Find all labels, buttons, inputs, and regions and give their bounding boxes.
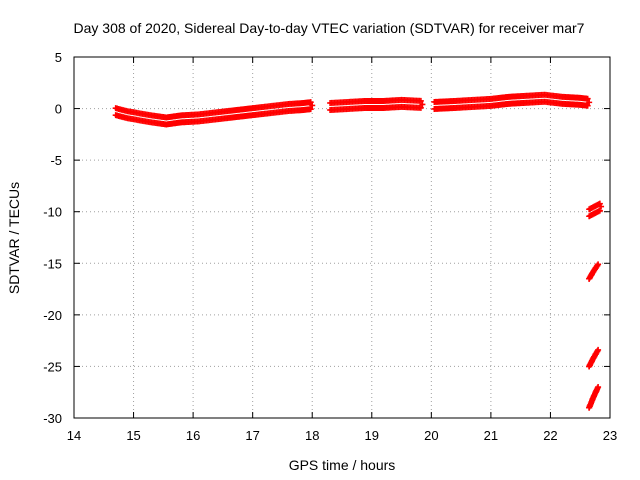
data-segment bbox=[112, 99, 316, 128]
data-segment bbox=[431, 91, 593, 112]
y-tick-label: -5 bbox=[50, 153, 62, 168]
data-point bbox=[595, 346, 602, 353]
x-tick-label: 15 bbox=[126, 428, 140, 443]
data-point bbox=[309, 102, 316, 109]
data-segment bbox=[586, 261, 602, 282]
y-tick-label: -30 bbox=[43, 411, 62, 426]
y-axis-label: SDTVAR / TECUs bbox=[6, 182, 22, 294]
x-tick-labels: 14 15 16 17 18 19 20 21 22 23 bbox=[67, 428, 617, 443]
data-point bbox=[598, 203, 605, 210]
axis-ticks bbox=[73, 56, 611, 419]
data-segment bbox=[586, 200, 605, 220]
x-tick-label: 19 bbox=[365, 428, 379, 443]
x-tick-label: 16 bbox=[186, 428, 200, 443]
data-point bbox=[596, 200, 603, 207]
y-tick-label: 0 bbox=[55, 102, 62, 117]
data-segment bbox=[327, 96, 426, 114]
y-tick-label: -20 bbox=[43, 308, 62, 323]
data-point bbox=[595, 261, 602, 268]
x-tick-label: 23 bbox=[603, 428, 617, 443]
data-point bbox=[307, 106, 314, 113]
data-points bbox=[112, 91, 605, 411]
data-point bbox=[417, 97, 424, 104]
data-segment bbox=[586, 384, 602, 411]
data-point bbox=[417, 104, 424, 111]
data-segment bbox=[586, 346, 602, 370]
y-tick-labels: 5 0 -5 -10 -15 -20 -25 -30 bbox=[43, 50, 62, 426]
data-point bbox=[419, 101, 426, 108]
x-axis-label: GPS time / hours bbox=[289, 457, 396, 473]
y-tick-label: -10 bbox=[43, 205, 62, 220]
data-point bbox=[584, 102, 591, 109]
chart-title: Day 308 of 2020, Sidereal Day-to-day VTE… bbox=[74, 20, 585, 36]
data-point bbox=[586, 99, 593, 106]
x-tick-label: 20 bbox=[424, 428, 438, 443]
x-tick-label: 17 bbox=[245, 428, 259, 443]
y-tick-label: -25 bbox=[43, 359, 62, 374]
y-tick-label: -15 bbox=[43, 256, 62, 271]
x-tick-label: 18 bbox=[305, 428, 319, 443]
plot-frame bbox=[73, 56, 611, 419]
data-point bbox=[584, 95, 591, 102]
data-point bbox=[307, 99, 314, 106]
x-tick-label: 14 bbox=[67, 428, 81, 443]
data-point bbox=[596, 207, 603, 214]
y-tick-label: 5 bbox=[55, 50, 62, 65]
x-tick-label: 21 bbox=[484, 428, 498, 443]
x-tick-label: 22 bbox=[543, 428, 557, 443]
data-point bbox=[595, 384, 602, 391]
